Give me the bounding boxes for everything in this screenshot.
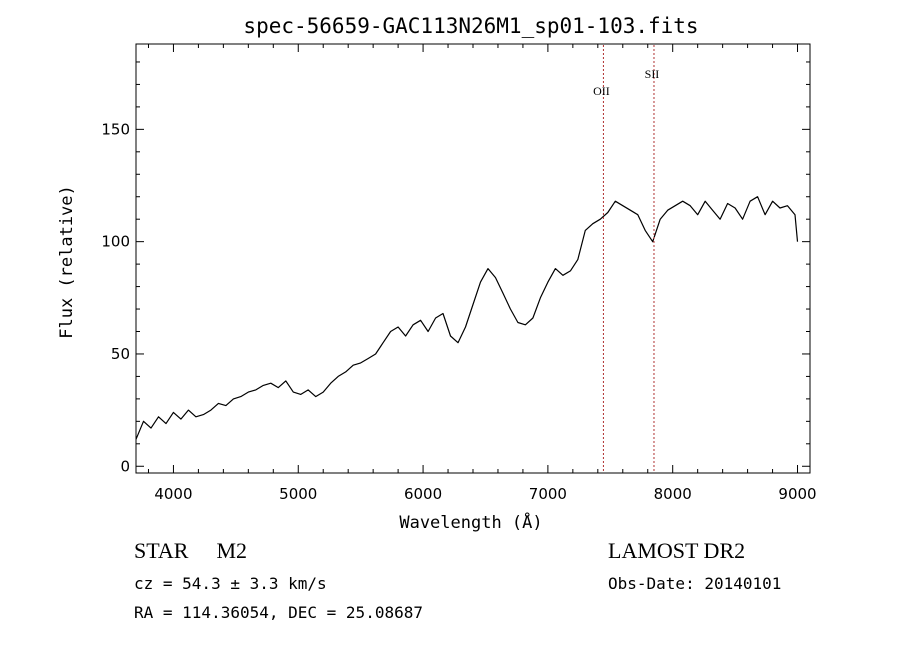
x-tick-label: 5000	[279, 485, 317, 503]
survey-name: LAMOST DR2	[608, 538, 746, 563]
spectrum-line-flux	[135, 196, 799, 440]
x-tick-label: 7000	[529, 485, 567, 503]
spectral-type: M2	[216, 538, 248, 563]
emission-line-label: SII	[645, 67, 660, 81]
y-axis-label: Flux (relative)	[57, 185, 77, 339]
emission-line-label: OII	[593, 84, 610, 98]
y-tick-label: 150	[101, 120, 130, 138]
y-axis: 0 50 100 150	[101, 61, 810, 475]
x-tick-label: 8000	[654, 485, 692, 503]
redshift-info: cz = 54.3 ± 3.3 km/s	[134, 574, 327, 593]
plot-area	[135, 196, 799, 440]
x-axis: 4000 5000 6000 7000 8000 9000	[147, 44, 817, 503]
chart-title: spec-56659-GAC113N26M1_sp01-103.fits	[243, 14, 698, 38]
object-class: STAR	[134, 538, 189, 563]
x-tick-label: 4000	[154, 485, 192, 503]
object-classification: STAR M2	[134, 538, 247, 564]
observation-date: Obs-Date: 20140101	[608, 574, 782, 593]
coordinates-info: RA = 114.36054, DEC = 25.08687	[134, 603, 423, 622]
x-axis-label: Wavelength (Å)	[399, 511, 542, 533]
x-tick-label: 9000	[778, 485, 816, 503]
y-tick-label: 50	[111, 345, 130, 363]
y-tick-label: 0	[120, 457, 130, 475]
plot-frame	[135, 43, 811, 474]
emission-line-markers: OII SII	[593, 45, 659, 472]
y-tick-label: 100	[101, 233, 130, 251]
x-tick-label: 6000	[404, 485, 442, 503]
